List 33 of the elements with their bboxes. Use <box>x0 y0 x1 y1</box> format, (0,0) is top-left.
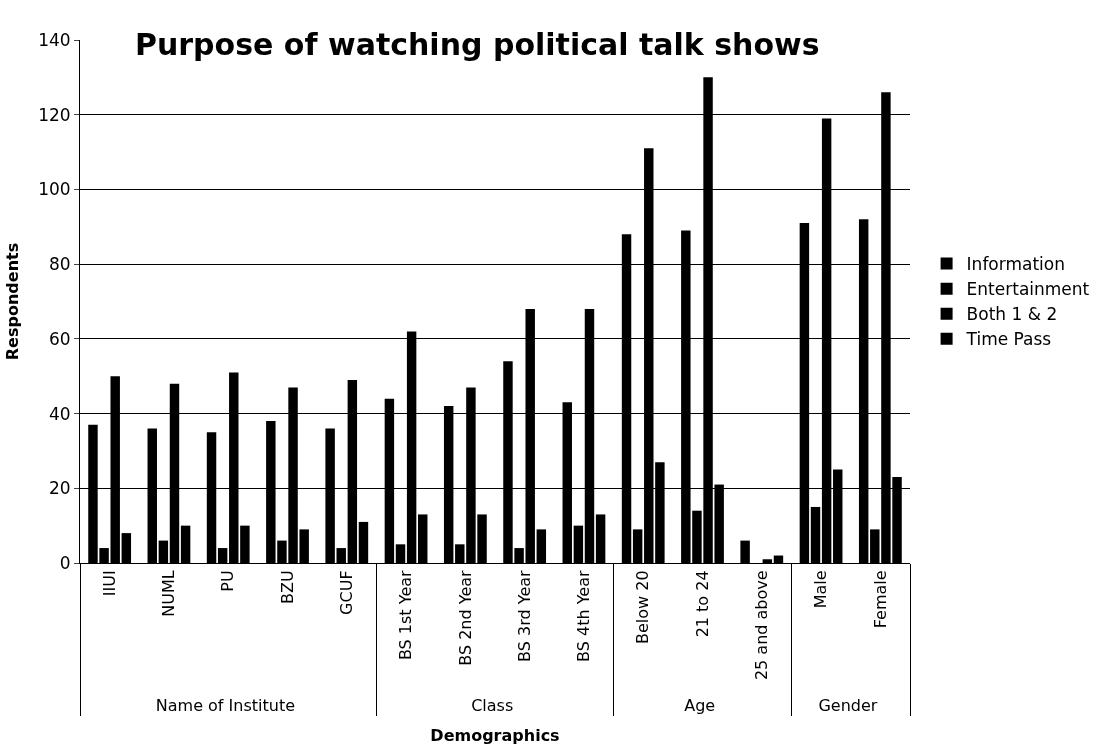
y-tick-label: 40 <box>48 403 71 424</box>
x-tick-label: BS 1st Year <box>396 569 416 661</box>
y-tick-label: 140 <box>38 29 71 50</box>
x-tick-label: BS 2nd Year <box>455 569 475 666</box>
y-tick-label: 60 <box>48 328 71 349</box>
legend-label: Entertainment <box>966 279 1090 300</box>
x-tick-label: Below 20 <box>633 570 653 644</box>
x-tick-label: BS 4th Year <box>574 569 594 662</box>
x-tick-label: Male <box>811 570 831 609</box>
y-tick-label: 120 <box>38 104 71 125</box>
text: Gender <box>818 696 878 716</box>
y-tick-label: 100 <box>38 179 71 200</box>
x-tick-label: BS 3rd Year <box>514 569 534 662</box>
text: Age <box>684 696 716 716</box>
x-tick-label: 21 to 24 <box>692 570 712 638</box>
x-tick-label: IIUI <box>99 570 119 597</box>
chart-title: Purpose of watching political talk shows <box>134 26 820 62</box>
x-tick-label: GCUF <box>336 570 356 615</box>
text: Class <box>471 696 514 716</box>
legend-label: Time Pass <box>965 329 1052 350</box>
legend-label: Both 1 & 2 <box>966 304 1058 325</box>
y-tick-label: 0 <box>59 552 71 573</box>
legend-label: Information <box>966 254 1066 275</box>
x-tick-label: Female <box>870 570 890 629</box>
x-axis-title: Demographics <box>430 726 560 746</box>
y-axis-title: Respondents <box>3 242 23 361</box>
y-tick-label: 80 <box>48 254 71 275</box>
y-tick-label: 20 <box>48 478 71 499</box>
x-tick-label: PU <box>218 570 238 592</box>
text: Name of Institute <box>155 696 296 716</box>
x-tick-label: NUML <box>159 570 179 617</box>
x-tick-label: BZU <box>277 570 297 605</box>
x-tick-label: 25 and above <box>751 570 771 681</box>
